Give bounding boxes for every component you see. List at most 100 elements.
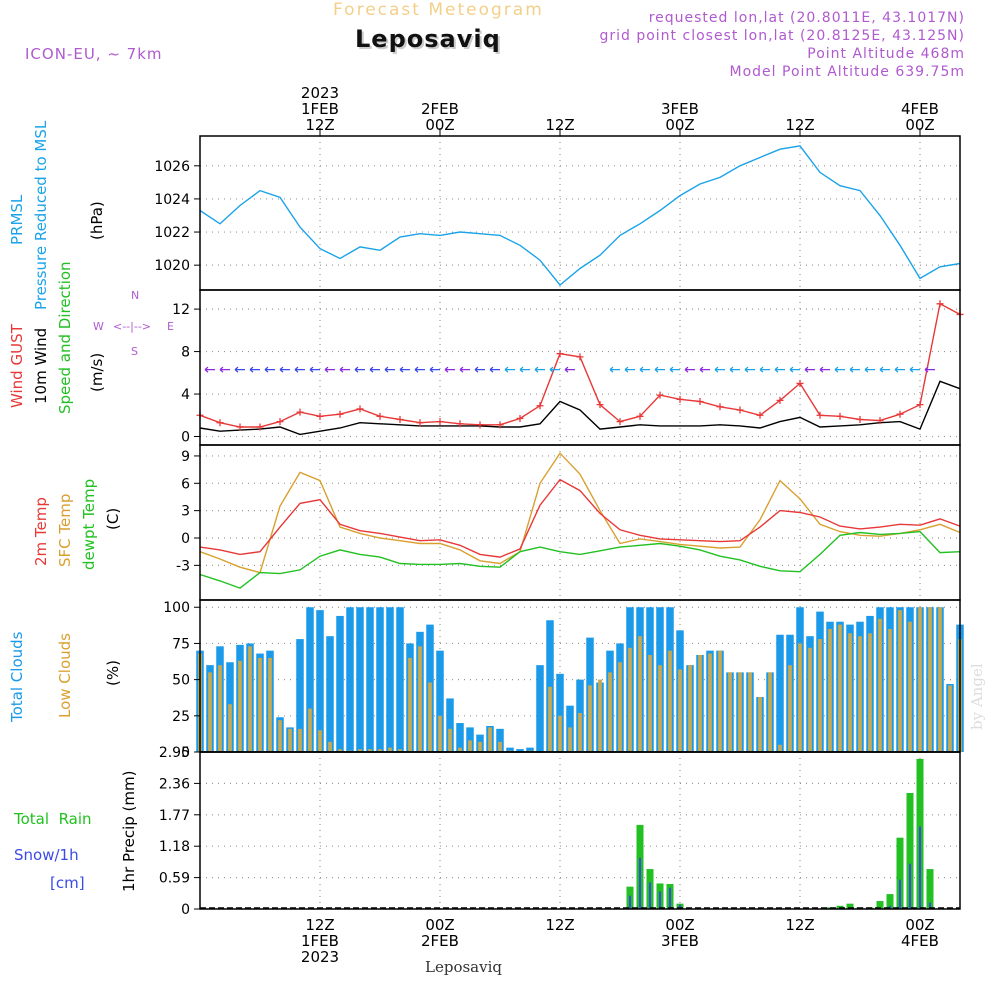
station-title: Leposaviq: [355, 25, 501, 53]
wind-arrow: [864, 366, 875, 373]
snow-bar: [929, 902, 931, 909]
gust-marker: [316, 412, 324, 420]
low-cloud-bar: [798, 643, 802, 752]
compass-n: N: [131, 289, 140, 302]
bottom-time-label: 1FEB: [301, 932, 339, 950]
y-tick-label: 8: [181, 345, 190, 361]
low-cloud-bar: [708, 653, 712, 752]
bottom-time-label: 12Z: [785, 916, 814, 934]
wind10m-line: [199, 380, 961, 436]
total-cloud-bar: [506, 747, 514, 752]
wind-arrow: [489, 366, 500, 373]
low-cloud-bar: [488, 727, 492, 752]
gust-marker: [456, 420, 464, 428]
y-tick-label: 1020: [154, 258, 190, 274]
total-cloud-bar: [296, 639, 304, 752]
total-cloud-bar: [496, 728, 504, 752]
sfc-temp-line: [199, 452, 961, 574]
low-cloud-bar: [268, 657, 272, 752]
low-cloud-bar: [368, 749, 372, 752]
top-time-label: 12Z: [305, 116, 334, 134]
low-cloud-bar: [628, 647, 632, 752]
gust-marker: [736, 406, 744, 414]
wind-arrow: [369, 366, 380, 373]
total-cloud-bar: [396, 607, 404, 752]
panel-frame: [199, 135, 961, 291]
snow-bar: [899, 879, 901, 909]
gust-marker: [616, 418, 624, 426]
snow-bar: [629, 895, 631, 909]
gust-marker: [756, 411, 764, 419]
top-time-label: 3FEB: [661, 100, 699, 118]
y-tick-label: 2.95: [159, 745, 190, 761]
snow-label: Snow/1h: [14, 846, 79, 864]
low-cloud-bar: [558, 715, 562, 752]
bottom-time-label: 00Z: [905, 916, 934, 934]
low-cloud-bar: [678, 669, 682, 752]
low-cloud-bar: [468, 740, 472, 752]
gust-marker: [356, 405, 364, 413]
total-cloud-bar: [316, 610, 324, 752]
bottom-time-label: 12Z: [545, 916, 574, 934]
low-cloud-bar: [608, 672, 612, 752]
low-cloud-bar: [598, 679, 602, 752]
model-altitude: Model Point Altitude 639.75m: [729, 64, 965, 80]
total-cloud-bar: [326, 636, 334, 752]
low-cloud-bar: [378, 749, 382, 752]
compass-w: W: [93, 320, 104, 333]
total-cloud-bar: [346, 607, 354, 752]
wind-arrow: [324, 366, 335, 373]
y-tick-label: 100: [163, 600, 190, 616]
gust-marker: [536, 402, 544, 410]
y-tick-label: 2.36: [159, 776, 190, 792]
snow-bar: [659, 891, 661, 909]
wind-arrow: [504, 366, 515, 373]
total-cloud-bar: [556, 673, 564, 752]
total-cloud-bar: [526, 747, 534, 752]
top-time-label: 12Z: [545, 116, 574, 134]
point-altitude: Point Altitude 468m: [807, 46, 965, 62]
gust-marker: [236, 423, 244, 431]
wind-arrow: [384, 366, 395, 373]
low-cloud-bar: [248, 646, 252, 752]
bottom-time-label: 4FEB: [901, 932, 939, 950]
gust-marker: [556, 350, 564, 358]
gust-marker: [836, 412, 844, 420]
wind-arrow: [294, 366, 305, 373]
top-time-label: 00Z: [665, 116, 694, 134]
low-cloud-bar: [358, 749, 362, 752]
gust-marker: [716, 403, 724, 411]
top-time-label: 00Z: [425, 116, 454, 134]
wind-arrow: [444, 366, 455, 373]
total-cloud-bar: [446, 698, 454, 752]
y-tick-label: 1024: [154, 192, 190, 208]
low-cloud-bar: [898, 610, 902, 752]
low-cloud-bar: [738, 672, 742, 752]
total-cloud-bar: [516, 749, 524, 752]
wind-arrow: [204, 366, 215, 373]
wind-arrow: [744, 366, 755, 373]
top-time-label: 2FEB: [421, 100, 459, 118]
y-tick-label: 9: [181, 449, 190, 465]
top-time-label: 12Z: [785, 116, 814, 134]
wind-arrow: [339, 366, 350, 373]
low-cloud-bar: [668, 650, 672, 752]
total-cloud-bar: [776, 634, 784, 752]
model-label: ICON-EU, ~ 7km: [25, 45, 163, 63]
compass-h: <--|-->: [113, 320, 152, 333]
low-cloud-bar: [228, 704, 232, 752]
gust-marker: [476, 421, 484, 429]
y-tick-label: 0: [181, 902, 190, 918]
low-cloud-bar: [588, 685, 592, 752]
gust-line: [199, 302, 961, 428]
gust-marker: [816, 411, 824, 419]
wind-arrow: [474, 366, 485, 373]
bottom-time-label: 00Z: [665, 916, 694, 934]
low-cloud-bar: [308, 708, 312, 752]
wind-arrow: [609, 366, 620, 373]
total-cloud-bar: [306, 607, 314, 752]
gust-marker: [376, 412, 384, 420]
gust-marker: [636, 412, 644, 420]
wind-arrow: [279, 366, 290, 373]
